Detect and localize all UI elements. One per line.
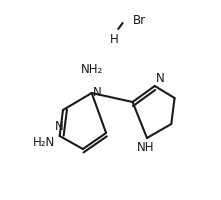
Text: NH₂: NH₂: [81, 63, 103, 76]
Text: H₂N: H₂N: [33, 137, 55, 150]
Text: N: N: [92, 86, 101, 99]
Text: NH: NH: [137, 141, 155, 154]
Text: N: N: [55, 120, 64, 133]
Text: Br: Br: [133, 15, 146, 27]
Text: H: H: [109, 33, 118, 46]
Text: N: N: [156, 72, 165, 85]
